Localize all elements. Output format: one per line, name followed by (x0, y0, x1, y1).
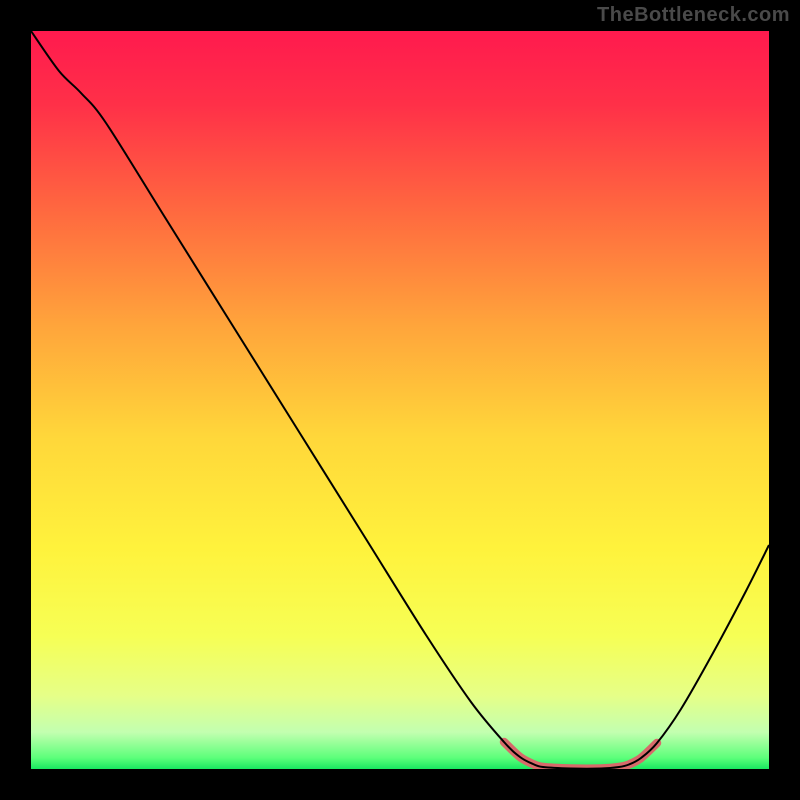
plot-area (31, 31, 769, 769)
watermark-text: TheBottleneck.com (597, 4, 790, 27)
curve-layer (31, 31, 769, 769)
highlight-segment (504, 742, 657, 769)
chart-container: TheBottleneck.com (0, 0, 800, 800)
bottleneck-curve (31, 31, 769, 769)
